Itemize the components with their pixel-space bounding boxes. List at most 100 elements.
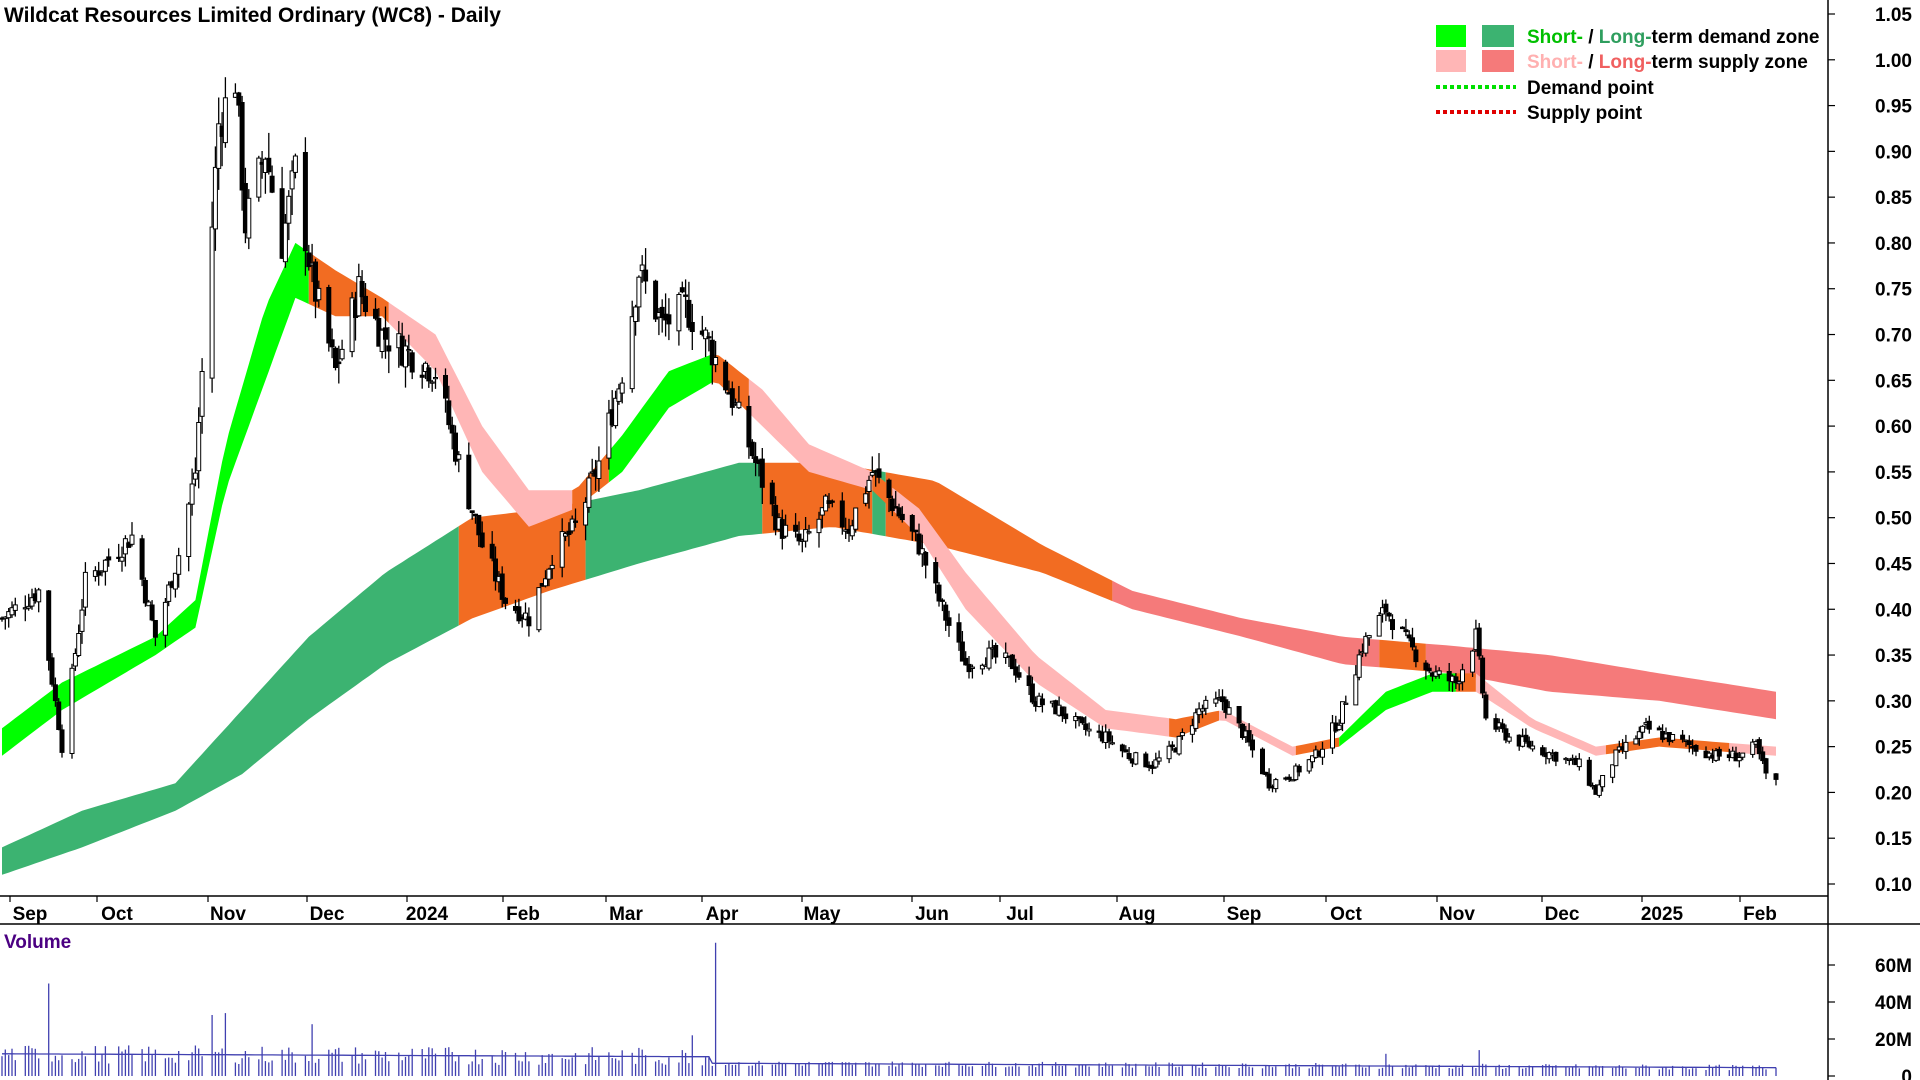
- price-tick-label: 1.00: [1875, 51, 1912, 72]
- candle-body: [82, 571, 88, 608]
- candle-body: [199, 371, 205, 417]
- candle-body: [899, 513, 905, 521]
- candle-body: [1003, 652, 1009, 658]
- candle-body: [703, 329, 709, 340]
- price-tick-label: 0.15: [1875, 829, 1912, 850]
- candle-body: [1740, 752, 1746, 758]
- candle-body: [1273, 779, 1279, 790]
- candle-body: [796, 533, 802, 542]
- long-term-overlap-zone: [1379, 639, 1426, 672]
- candle-body: [209, 226, 215, 379]
- candle-body: [1460, 669, 1465, 683]
- candle-body: [316, 287, 322, 301]
- candle-body: [993, 645, 999, 658]
- candle-body: [963, 657, 969, 666]
- candle-body: [583, 501, 589, 526]
- candle-body: [1106, 731, 1112, 742]
- candle-body: [1236, 706, 1242, 724]
- candle-body: [466, 454, 472, 510]
- candle-body: [746, 406, 752, 448]
- candle-body: [1760, 751, 1766, 762]
- candle-body: [629, 316, 635, 390]
- candle-body: [1750, 741, 1756, 755]
- candle-body: [1410, 637, 1415, 648]
- candle-body: [152, 620, 158, 638]
- legend-long-label: Long-: [1599, 27, 1652, 48]
- candle-body: [819, 507, 825, 516]
- time-tick-label: 2024: [406, 904, 449, 925]
- legend-long-label: Long-: [1599, 52, 1652, 73]
- candle-body: [216, 123, 222, 169]
- candle-body: [1260, 748, 1265, 775]
- candle-body: [489, 543, 495, 559]
- candle-body: [919, 548, 925, 555]
- candle-body: [176, 555, 182, 575]
- price-tick-label: 0.40: [1875, 600, 1912, 621]
- candle-body: [479, 532, 485, 548]
- candle-body: [419, 374, 425, 378]
- candle-body: [49, 657, 55, 685]
- candle-body: [406, 349, 412, 352]
- candle-body: [569, 518, 575, 532]
- long-term-supply-zone: [1112, 580, 1380, 668]
- candle-body: [956, 622, 962, 643]
- candle-body: [476, 514, 482, 536]
- candle-body: [839, 500, 845, 528]
- candle-body: [1016, 672, 1022, 678]
- candle-body: [853, 507, 859, 530]
- candle-body: [536, 587, 542, 631]
- candle-body: [429, 381, 435, 384]
- candle-body: [102, 559, 108, 572]
- legend-swatch-short-demand: [1436, 25, 1466, 47]
- candle-body: [1423, 662, 1429, 671]
- candle-body: [876, 468, 882, 478]
- legend-swatch-short-supply: [1436, 50, 1466, 72]
- candle-body: [1646, 720, 1652, 730]
- candle-body: [126, 542, 132, 548]
- candle-body: [713, 357, 719, 366]
- candle-body: [1340, 701, 1345, 724]
- candle-body: [1133, 752, 1139, 765]
- legend-supply-zone-label: Short- / Long-term supply zone: [1527, 52, 1808, 73]
- time-tick-label: Sep: [1227, 904, 1262, 925]
- candle-body: [863, 493, 869, 504]
- legend-supply-point-label: Supply point: [1527, 103, 1643, 124]
- candle-body: [256, 157, 262, 198]
- candle-body: [986, 647, 992, 669]
- candle-body: [1406, 634, 1412, 639]
- candle-body: [1189, 725, 1195, 735]
- candle-body: [616, 388, 622, 402]
- time-tick-label: 2025: [1641, 904, 1684, 925]
- candle-body: [1686, 740, 1692, 746]
- candle-body: [326, 287, 332, 344]
- candle-body: [1123, 749, 1129, 753]
- candle-body: [1390, 619, 1395, 630]
- candle-body: [1366, 635, 1372, 639]
- candle-body: [1223, 699, 1229, 713]
- candle-body: [9, 607, 15, 616]
- price-tick-label: 0.75: [1875, 280, 1912, 301]
- candle-body: [1013, 666, 1019, 676]
- candle-body: [76, 633, 82, 656]
- candle-body: [1153, 759, 1159, 768]
- candle-body: [1596, 784, 1602, 796]
- candle-body: [559, 531, 565, 568]
- candle-body: [1109, 742, 1115, 745]
- candle-body: [212, 166, 218, 230]
- time-tick-label: Jun: [915, 904, 949, 925]
- price-tick-label: 0.50: [1875, 509, 1912, 530]
- legend-suffix: term demand zone: [1652, 27, 1820, 48]
- time-tick-label: Dec: [1545, 904, 1580, 925]
- candle-body: [666, 314, 672, 325]
- long-term-overlap-zone: [458, 501, 586, 626]
- candle-body: [1353, 674, 1359, 706]
- demand-supply-zones: [2, 242, 1776, 875]
- candle-body: [363, 295, 368, 312]
- candle-body: [373, 308, 378, 319]
- candle-body: [446, 400, 452, 426]
- price-tick-label: 0.90: [1875, 142, 1912, 163]
- candle-body: [52, 684, 58, 702]
- candle-body: [679, 287, 685, 293]
- price-tick-label: 0.20: [1875, 783, 1912, 804]
- candle-body: [1736, 757, 1742, 762]
